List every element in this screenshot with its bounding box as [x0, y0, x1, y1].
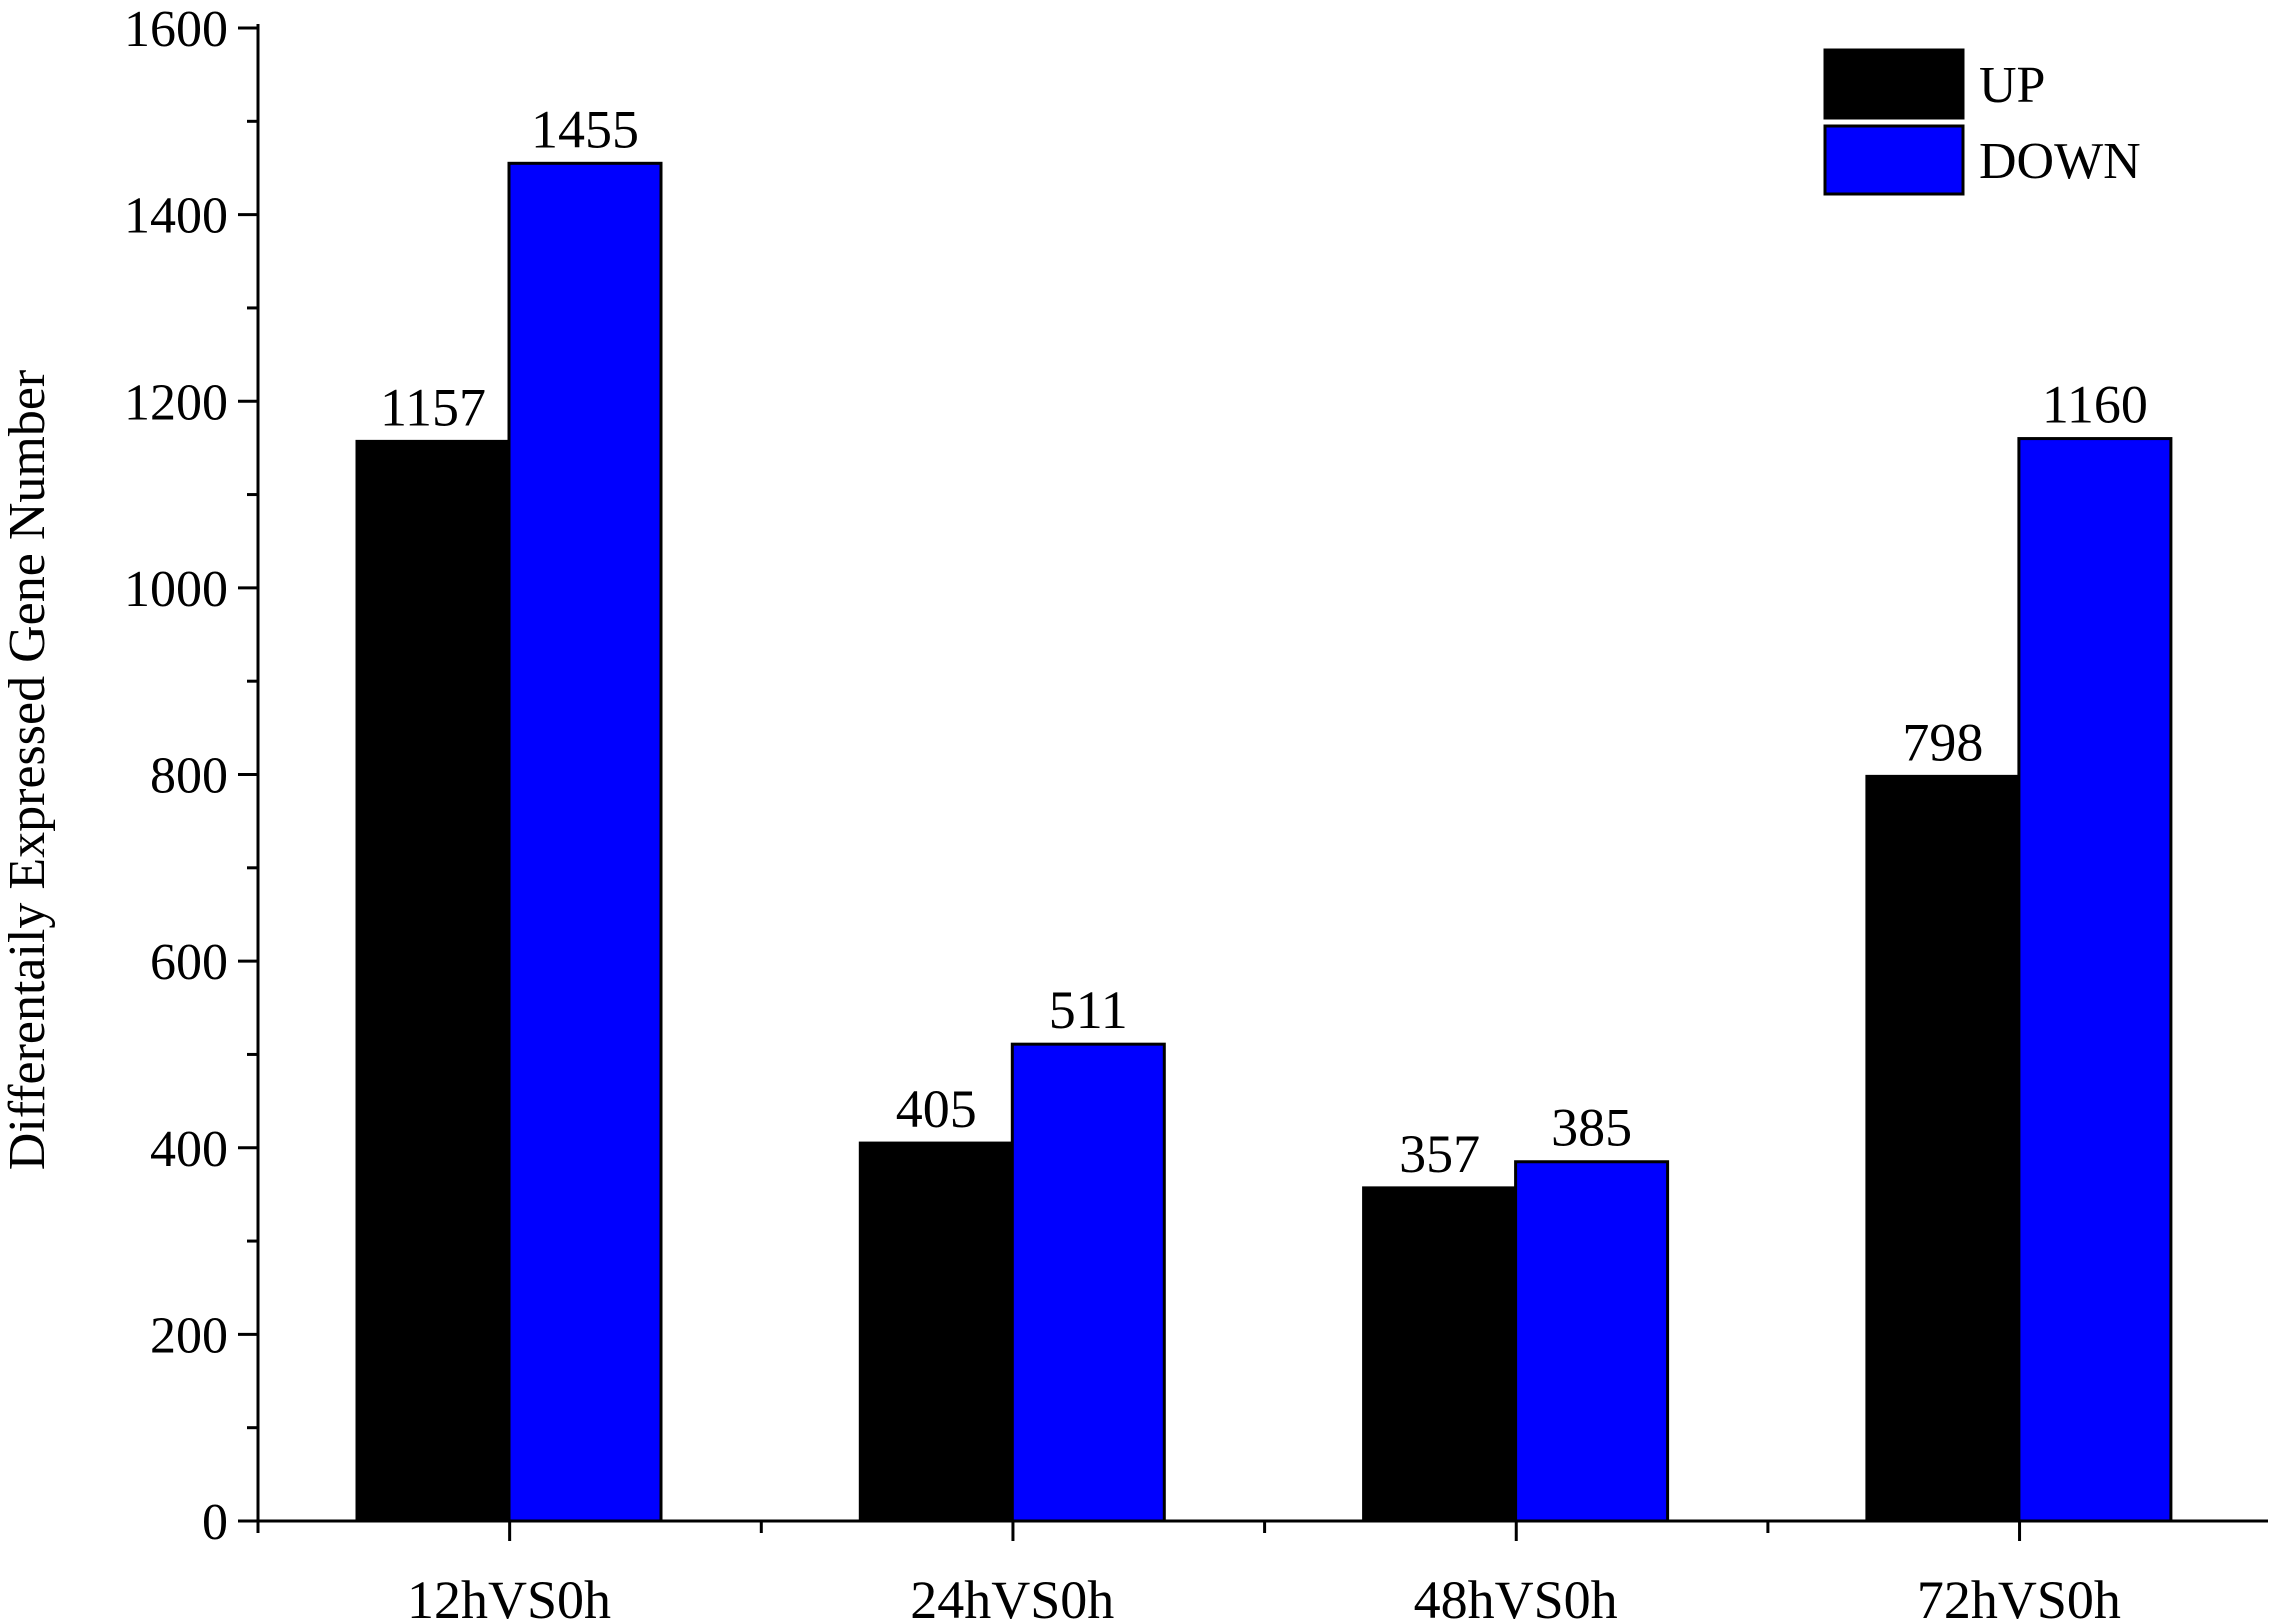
data-label-up-48hVS0h: 357 — [1399, 1124, 1480, 1184]
data-label-up-24hVS0h: 405 — [896, 1079, 977, 1139]
data-label-down-12hVS0h: 1455 — [531, 99, 639, 159]
bar-down-24hVS0h — [1010, 1042, 1166, 1523]
y-tick-label: 1200 — [124, 374, 228, 431]
y-tick-label: 400 — [150, 1121, 228, 1178]
legend-label-up: UP — [1979, 57, 2045, 114]
y-axis-label: Differentaily Expressed Gene Number — [0, 370, 56, 1170]
y-tick-label: 200 — [150, 1307, 228, 1364]
legend-swatch-up — [1823, 48, 1965, 120]
y-tick-label: 0 — [202, 1494, 228, 1551]
bar-down-12hVS0h — [507, 161, 663, 1523]
data-labels-layer: 1157 405 357 798 1455 511 385 1160 — [380, 99, 2148, 1184]
y-tick-label: 1400 — [124, 188, 228, 245]
y-tick-label: 600 — [150, 934, 228, 991]
x-tick-label: 24hVS0h — [910, 1570, 1114, 1620]
data-label-down-72hVS0h: 1160 — [2042, 375, 2148, 435]
legend-swatch-down — [1823, 124, 1965, 196]
legend-label-down: DOWN — [1979, 133, 2141, 190]
bar-up-72hVS0h — [1865, 774, 2021, 1523]
bar-down-48hVS0h — [1514, 1160, 1670, 1523]
y-tick-label: 1600 — [124, 1, 228, 58]
bar-down-72hVS0h — [2017, 437, 2173, 1523]
data-label-down-48hVS0h: 385 — [1551, 1098, 1632, 1158]
bar-up-48hVS0h — [1362, 1186, 1518, 1523]
x-tick-label: 48hVS0h — [1414, 1570, 1618, 1620]
y-tick-label: 1000 — [124, 561, 228, 618]
data-label-up-12hVS0h: 1157 — [380, 377, 486, 437]
data-label-up-72hVS0h: 798 — [1902, 712, 1983, 772]
bar-up-24hVS0h — [858, 1141, 1014, 1523]
y-tick-label: 800 — [150, 748, 228, 805]
axes-layer: 0 200 400 600 800 1000 1200 1400 1600 12hVS0h 24hV… — [124, 1, 2268, 1620]
legend: UP DOWN — [1823, 48, 2141, 196]
bar-up-12hVS0h — [355, 439, 511, 1523]
bars-layer — [355, 161, 2173, 1523]
x-tick-label: 72hVS0h — [1917, 1570, 2121, 1620]
x-tick-label: 12hVS0h — [407, 1570, 611, 1620]
data-label-down-24hVS0h: 511 — [1049, 980, 1128, 1040]
